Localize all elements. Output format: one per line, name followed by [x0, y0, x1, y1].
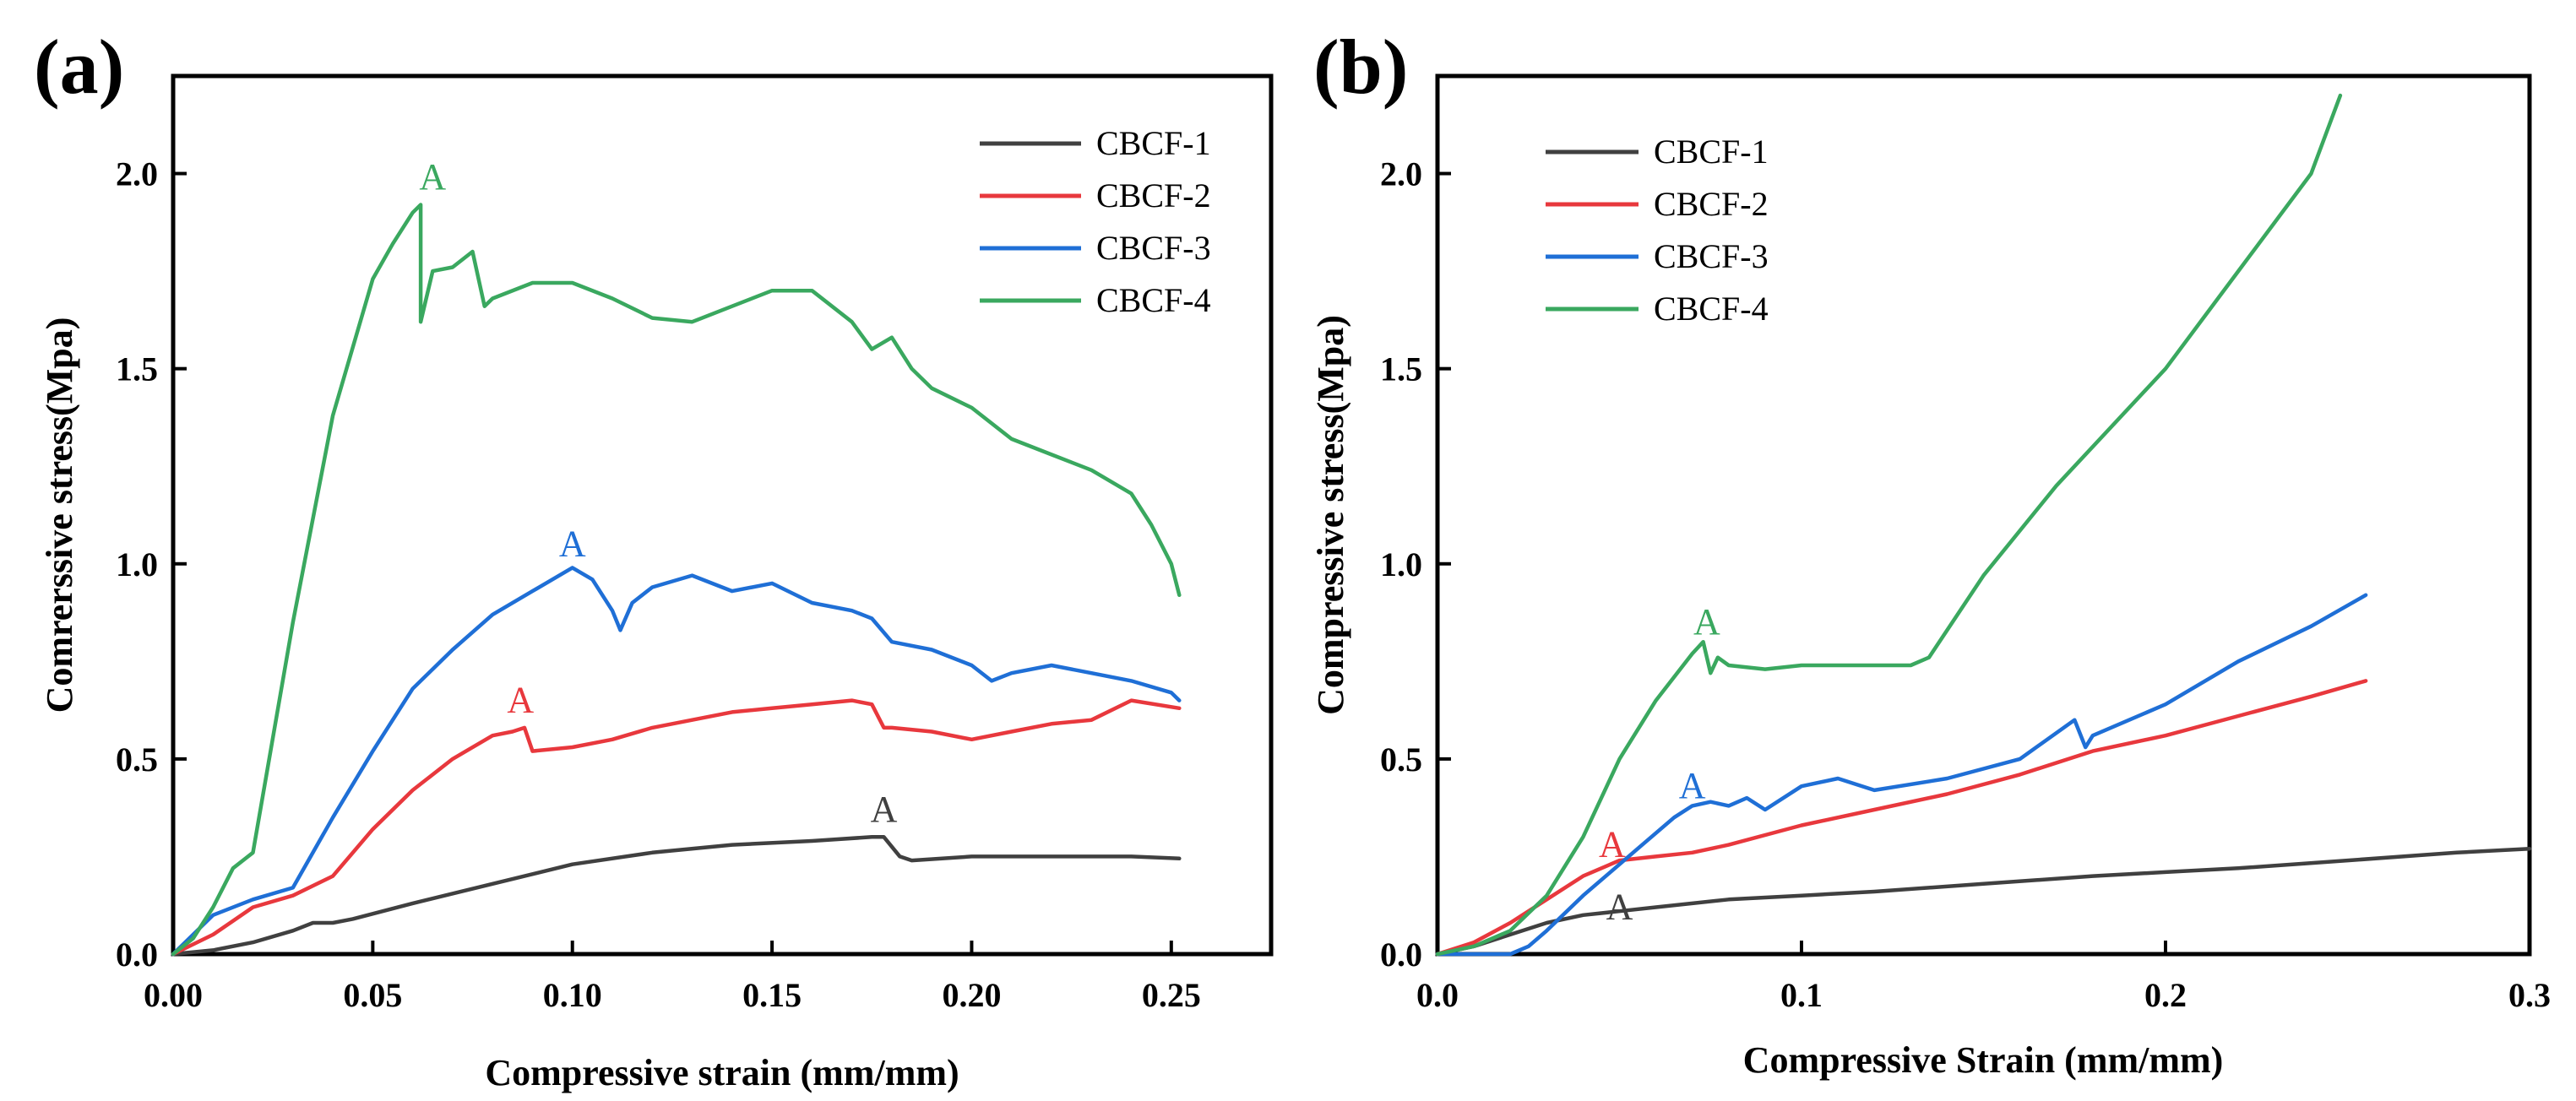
panel-a-label: (a): [34, 24, 124, 110]
y-tick-label: 1.0: [116, 545, 158, 583]
x-tick-label: 0.1: [1780, 976, 1823, 1014]
x-tick-label: 0.00: [144, 976, 203, 1014]
x-tick-label: 0.25: [1142, 976, 1201, 1014]
annotation-cbcf-4: A: [1693, 601, 1720, 643]
panel-b-x-axis-title: Compressive Strain (mm/mm): [1743, 1039, 2224, 1081]
annotation-cbcf-4: A: [419, 156, 446, 198]
x-tick-label: 0.2: [2144, 976, 2187, 1014]
annotation-cbcf-1: A: [1606, 886, 1633, 927]
x-tick-label: 0.20: [942, 976, 1001, 1014]
annotation-cbcf-3: A: [1679, 765, 1706, 806]
series-line-cbcf-3: [171, 566, 1182, 957]
annotation-cbcf-3: A: [559, 523, 586, 565]
legend-label-cbcf-3: CBCF-3: [1654, 237, 1769, 275]
panel-a-ticks: 0.00 0.05 0.10 0.15 0.20 0.25 0.0 0.5 1.0 1.5 2.0: [116, 155, 1201, 1014]
panel-a-series: [171, 203, 1182, 957]
panel-b-series: [1435, 93, 2532, 957]
series-line-cbcf-2: [171, 698, 1182, 957]
panel-b-label: (b): [1313, 24, 1408, 110]
y-tick-label: 2.0: [116, 155, 158, 193]
panel-a-plot-frame: [171, 73, 1274, 957]
y-tick-label: 2.0: [1380, 155, 1422, 193]
legend-label-cbcf-4: CBCF-4: [1096, 281, 1211, 319]
x-tick-label: 0.05: [343, 976, 402, 1014]
annotation-cbcf-2: A: [1599, 823, 1626, 865]
series-line-cbcf-4: [171, 203, 1182, 957]
panel-b-y-axis-title: Compressive stress(Mpa): [1310, 315, 1351, 715]
panel-b-plot-frame: [1435, 73, 2532, 957]
panel-a-x-axis-title: Compressive strain (mm/mm): [485, 1052, 959, 1093]
panel-b-ticks: 0.0 0.1 0.2 0.3 0.0 0.5 1.0 1.5 2.0: [1380, 155, 2551, 1014]
legend-label-cbcf-1: CBCF-1: [1654, 133, 1769, 171]
panel-b-legend: CBCF-1 CBCF-2 CBCF-3 CBCF-4: [1546, 133, 1769, 328]
x-tick-label: 0.10: [543, 976, 602, 1014]
legend-label-cbcf-3: CBCF-3: [1096, 229, 1211, 267]
annotation-cbcf-1: A: [871, 789, 898, 830]
x-tick-label: 0.0: [1416, 976, 1459, 1014]
y-tick-label: 1.5: [116, 350, 158, 388]
panel-a-y-axis-title: Comrerssive stress(Mpa): [39, 317, 80, 713]
x-tick-label: 0.15: [742, 976, 802, 1014]
y-tick-label: 0.5: [1380, 740, 1422, 778]
annotation-cbcf-2: A: [507, 679, 534, 720]
y-tick-label: 0.0: [1380, 936, 1422, 974]
legend-label-cbcf-2: CBCF-2: [1654, 185, 1769, 223]
panel-a: (a) 0.00 0.05 0.10 0.15 0.20 0.25 0.0 0.5 1.0 1.5…: [34, 24, 1274, 1093]
panel-a-annotations: A A A A: [419, 156, 897, 830]
series-line-cbcf-4: [1435, 93, 2343, 957]
series-line-cbcf-1: [171, 835, 1182, 957]
y-tick-label: 0.0: [116, 936, 158, 974]
legend-label-cbcf-2: CBCF-2: [1096, 176, 1211, 214]
panel-a-legend: CBCF-1 CBCF-2 CBCF-3 CBCF-4: [980, 124, 1211, 319]
series-line-cbcf-2: [1435, 679, 2368, 957]
y-tick-label: 1.0: [1380, 545, 1422, 583]
legend-label-cbcf-1: CBCF-1: [1096, 124, 1211, 162]
legend-label-cbcf-4: CBCF-4: [1654, 290, 1769, 328]
series-line-cbcf-1: [1435, 846, 2532, 957]
x-tick-label: 0.3: [2508, 976, 2551, 1014]
y-tick-label: 0.5: [116, 740, 158, 778]
y-tick-label: 1.5: [1380, 350, 1422, 388]
series-line-cbcf-3: [1435, 593, 2368, 957]
